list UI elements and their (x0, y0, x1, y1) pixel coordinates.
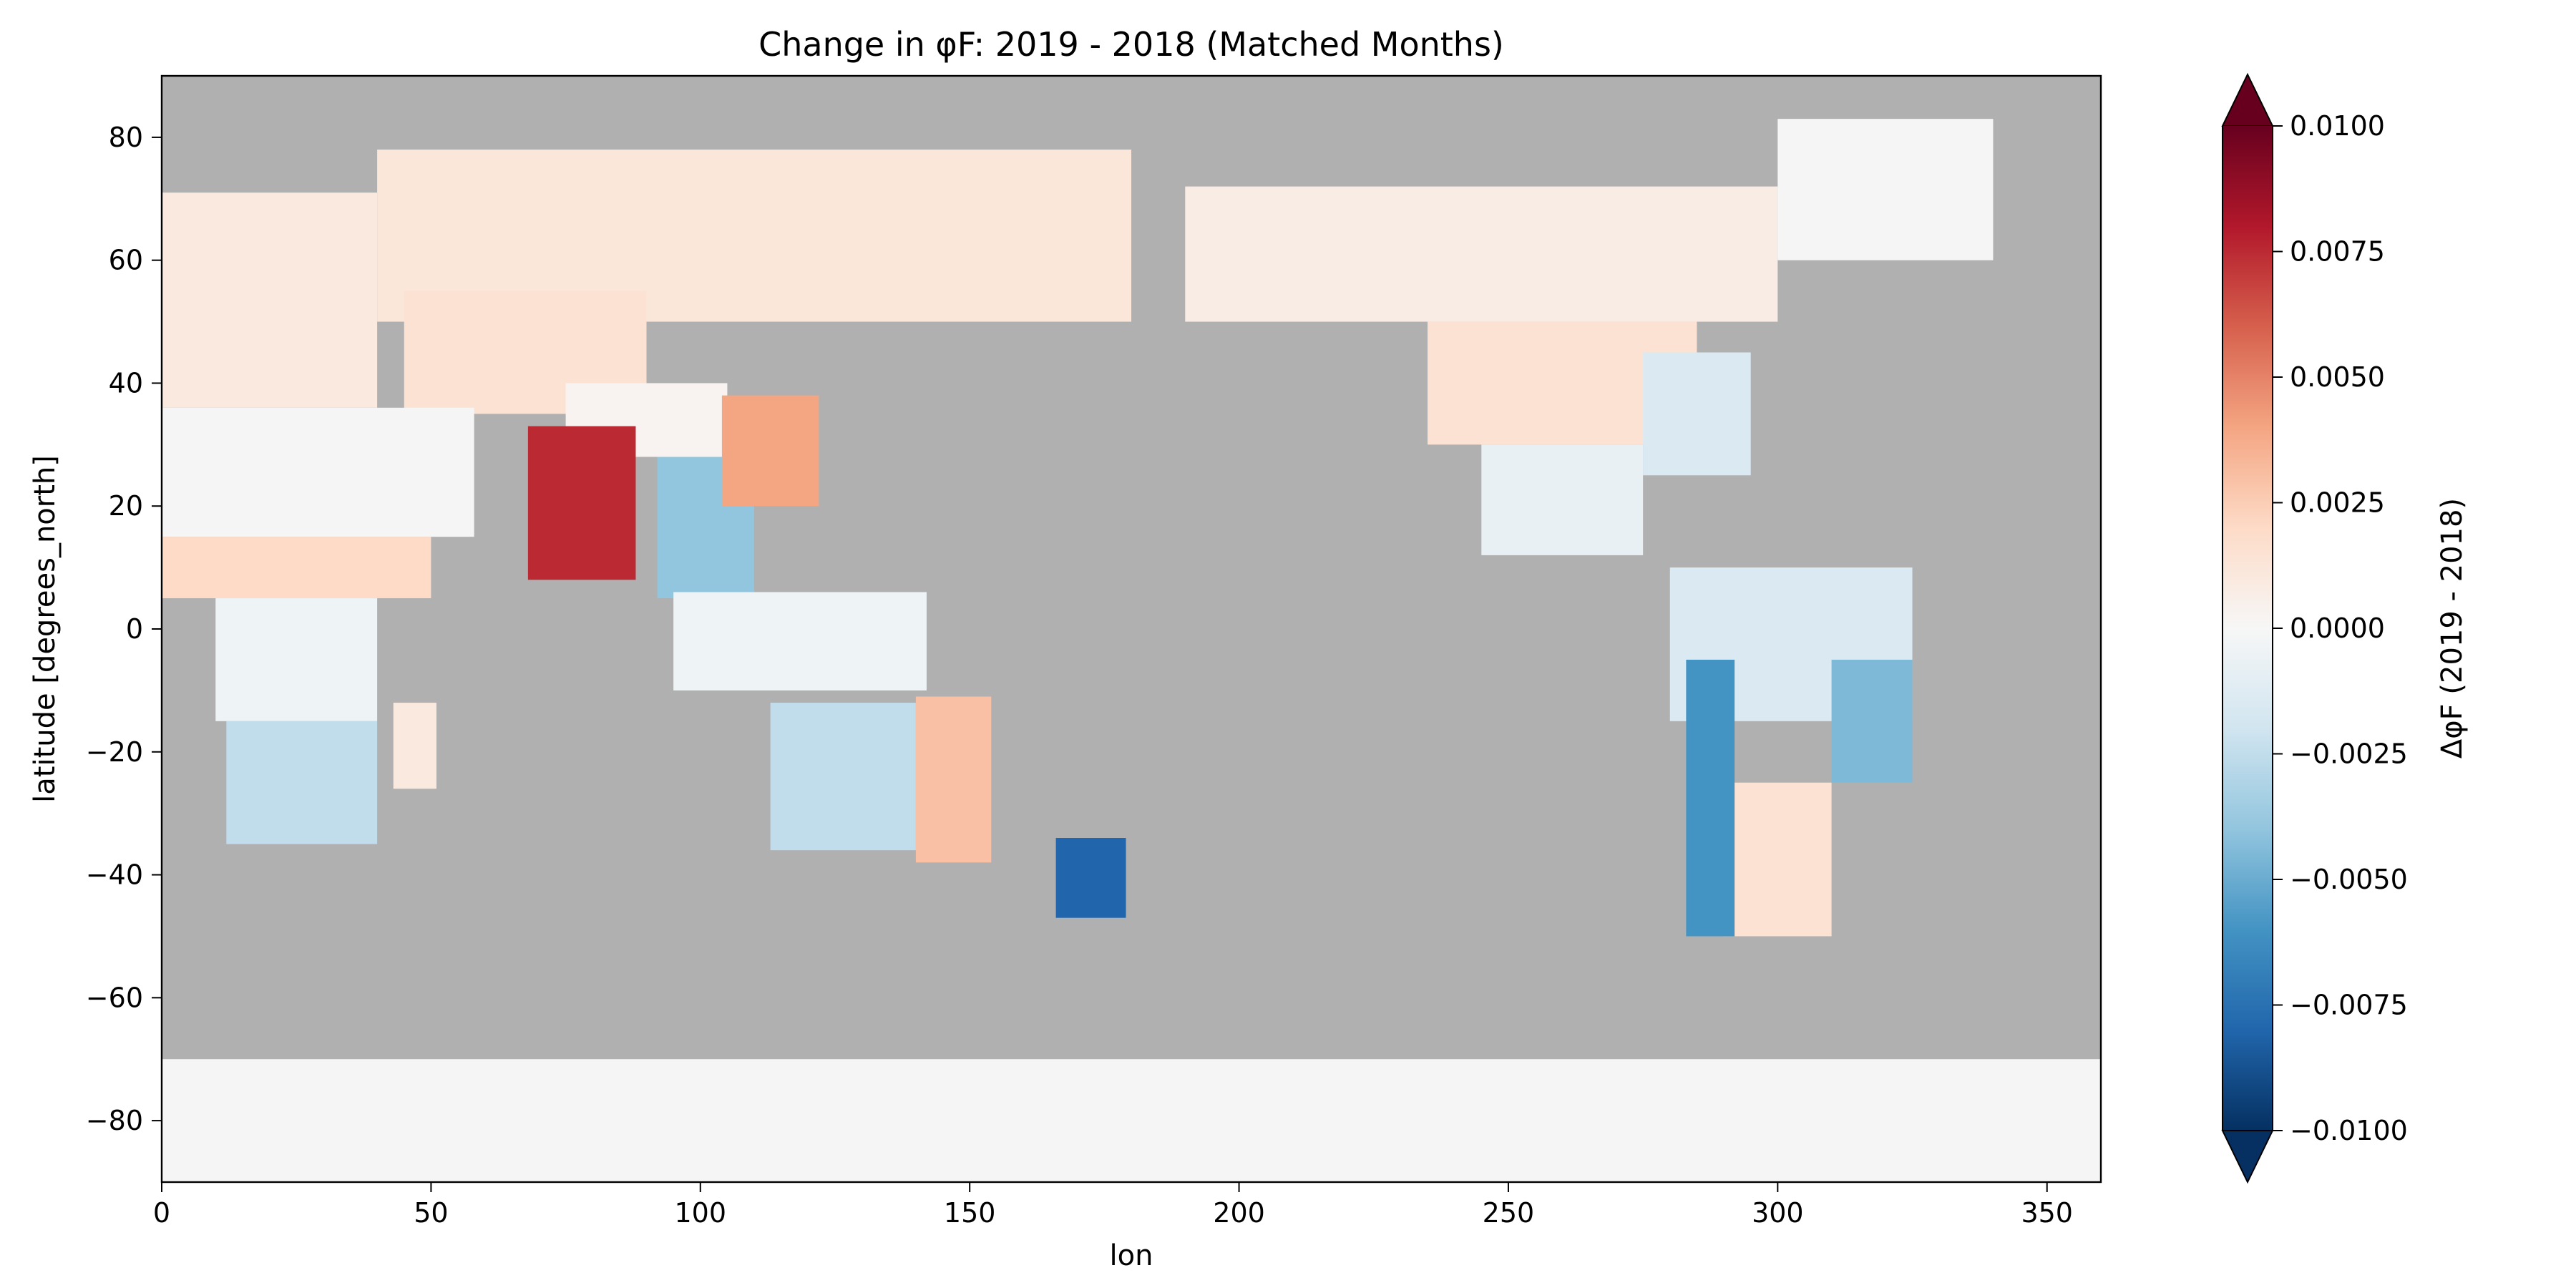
x-tick-label: 200 (1213, 1197, 1265, 1229)
x-axis-label: lon (1110, 1239, 1153, 1272)
region-india (527, 426, 636, 580)
colorbar-tick-label: 0.0050 (2290, 361, 2385, 393)
colorbar-tick-label: −0.0025 (2290, 738, 2408, 770)
x-tick-label: 300 (1752, 1197, 1804, 1229)
colorbar-tick-label: 0.0025 (2290, 487, 2385, 519)
colorbar-label: ΔφF (2019 - 2018) (2436, 498, 2469, 758)
region-mexico (1481, 444, 1644, 555)
region-greenland (1777, 119, 1994, 260)
y-tick-label: 40 (109, 367, 143, 399)
region-europe (162, 192, 378, 408)
colorbar-gradient (2223, 126, 2273, 1131)
x-tick-label: 100 (675, 1197, 727, 1229)
x-tick-label: 350 (2021, 1197, 2073, 1229)
colorbar-tick-label: 0.0100 (2290, 110, 2385, 142)
region-southern-africa (226, 721, 378, 844)
colorbar-tick-label: −0.0100 (2290, 1115, 2408, 1146)
y-axis-label: latitude [degrees_north] (29, 455, 62, 803)
map-layer (162, 119, 2101, 1182)
y-tick-label: −60 (86, 982, 143, 1013)
x-tick-label: 0 (153, 1197, 170, 1229)
x-tick-label: 250 (1483, 1197, 1535, 1229)
y-tick-label: −20 (86, 736, 143, 768)
region-indonesia (673, 592, 927, 691)
region-sahel (162, 537, 431, 599)
colorbar-extend-bottom (2221, 1130, 2274, 1184)
region-alaska-and-canada (1185, 186, 1778, 322)
region-new-zealand (1055, 838, 1126, 918)
region-central-africa (215, 598, 378, 721)
colorbar-extend-top (2221, 72, 2274, 127)
colorbar-tick-label: 0.0075 (2290, 236, 2385, 268)
region-western-australia (770, 703, 916, 851)
y-tick-label: −80 (86, 1105, 143, 1136)
region-antarctica (162, 1059, 2101, 1182)
region-madagascar (393, 703, 436, 789)
y-tick-label: 0 (126, 613, 143, 645)
chart-title: Change in φF: 2019 - 2018 (Matched Month… (758, 25, 1504, 64)
colorbar-tick-label: 0.0000 (2290, 613, 2385, 644)
y-axis: −80 −60 −40 −20 0 20 40 60 80 (86, 122, 162, 1136)
y-tick-label: 60 (109, 245, 143, 276)
y-tick-label: 20 (109, 490, 143, 522)
region-eastern-usa (1643, 352, 1751, 476)
region-andes (1686, 659, 1735, 937)
colorbar-tick-label: −0.0075 (2290, 990, 2408, 1021)
y-tick-label: −40 (86, 859, 143, 891)
x-tick-label: 50 (414, 1197, 448, 1229)
colorbar-ticks: −0.0100 −0.0075 −0.0050 −0.0025 0.0000 0.0025… (2273, 110, 2408, 1146)
colorbar-tick-label: −0.0050 (2290, 864, 2408, 895)
x-axis: 0 50 100 150 200 250 300 350 (153, 1182, 2073, 1229)
x-tick-label: 150 (944, 1197, 996, 1229)
region-southern-south-america (1724, 782, 1832, 937)
region-sahara-and-arabia (162, 407, 474, 537)
region-south-china (721, 395, 819, 507)
region-eastern-brazil (1831, 659, 1913, 783)
region-eastern-australia (915, 696, 992, 863)
y-tick-label: 80 (109, 122, 143, 153)
